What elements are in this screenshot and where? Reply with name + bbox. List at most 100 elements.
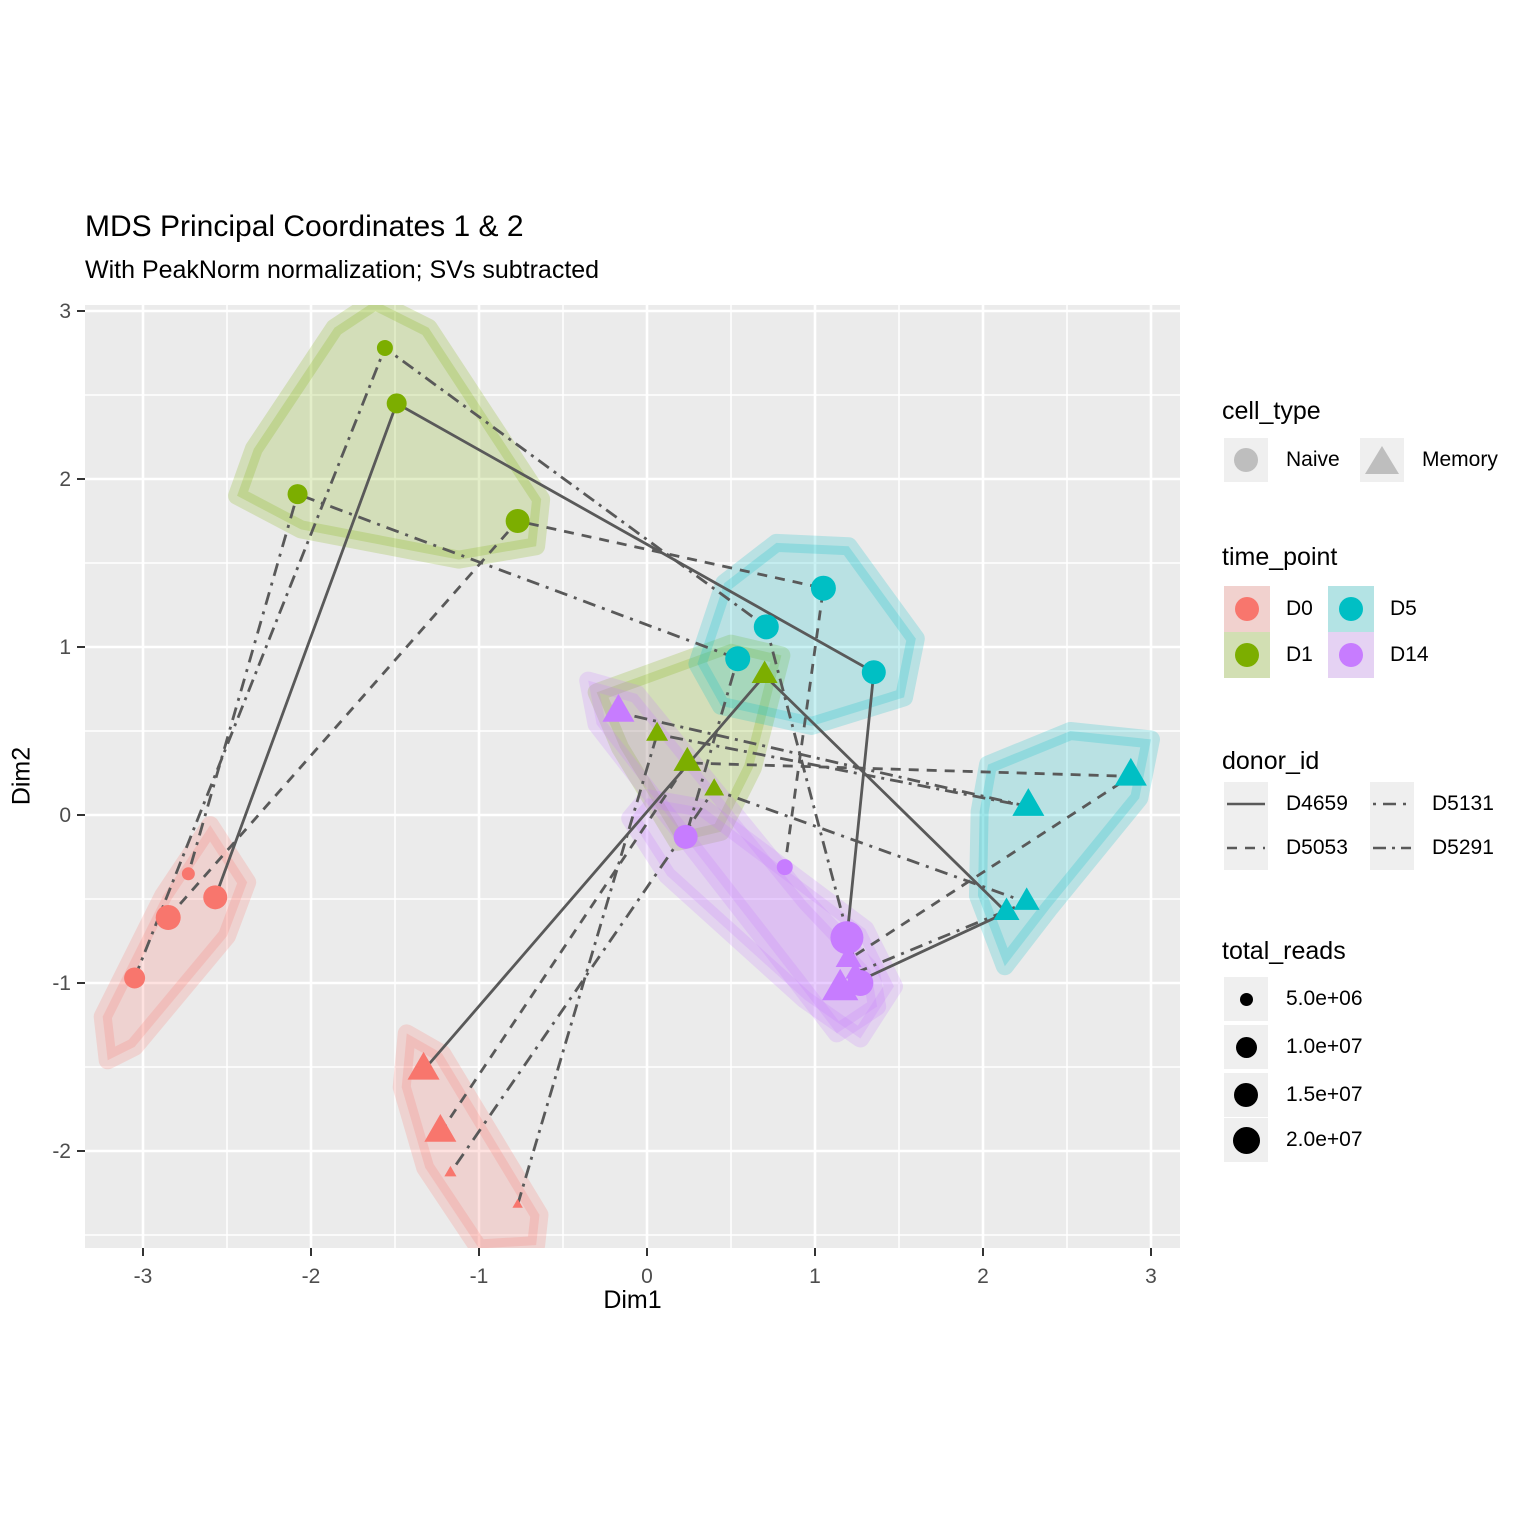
y-tick-label: -1 [52,972,71,995]
legend-key-d5131 [1370,782,1414,826]
point-d5291-d0-naive [124,967,146,989]
legend-label-reads-1: 5.0e+06 [1286,987,1363,1010]
legend-label-reads-2: 1.0e+07 [1286,1035,1363,1058]
legend-title-cell-type: cell_type [1222,397,1321,425]
point-d5291-d14-memory [602,694,635,722]
y-tick-label: 3 [59,300,71,323]
legend-title-donor-id: donor_id [1222,747,1320,775]
legend-title-total-reads: total_reads [1222,937,1346,965]
point-d5053-d1-memory [673,746,702,771]
x-tick-label: 2 [977,1265,989,1288]
legend-key-reads-1 [1224,977,1268,1021]
legend-key-d4659 [1224,782,1268,826]
hull-d0-memory [392,1024,549,1248]
legend-label-d5053: D5053 [1286,836,1348,859]
legend-label-memory: Memory [1422,448,1498,471]
point-d5053-d14-naive [776,859,793,876]
path-d4659-naive [213,401,876,938]
point-d4659-d5-memory [993,897,1020,920]
dashed-line-icon [1227,846,1265,850]
point-d5291-d5-memory [1012,788,1045,816]
y-tick-label: 2 [59,468,71,491]
hull-d14-naive [621,789,903,1048]
legend-label-naive: Naive [1286,448,1340,471]
y-tick-label: -2 [52,1140,71,1163]
path-d5053-naive [167,519,825,919]
point-d5131-d5-naive [725,646,751,672]
point-d5291-d0-memory [512,1198,523,1208]
path-d4659-memory [422,673,1009,1072]
legend-label-reads-3: 1.5e+07 [1286,1083,1363,1106]
hull-d1-memory [587,634,791,851]
legend-label-d14: D14 [1390,643,1429,666]
hull-d1-naive [228,305,551,569]
legend-label-d1: D1 [1286,643,1313,666]
legend-label-d5291: D5291 [1432,836,1494,859]
point-d5291-d5-naive [753,614,779,640]
point-d5053-d1-naive [505,509,530,533]
legend-key-d0 [1224,586,1270,632]
point-d4659-d14-naive [830,921,864,955]
point-d4659-d5-naive [861,660,886,685]
point-d4659-d0-memory [407,1051,440,1080]
legend-title-time-point: time_point [1222,543,1338,571]
legend-label-reads-4: 2.0e+07 [1286,1128,1363,1151]
solid-line-icon [1227,802,1265,806]
point-d5131-d5-memory [1013,887,1040,910]
path-d5291-naive [133,345,862,984]
twodash-line-icon [1373,846,1411,850]
point-d5053-d5-naive [810,575,836,601]
path-d5053-memory [439,761,1136,1134]
point-d4659-d0-naive [203,885,228,910]
x-axis-title: Dim1 [603,1286,662,1314]
point-d5053-d5-memory [1114,757,1147,786]
naive-circle-icon [1234,448,1258,472]
point-d5131-d0-naive [181,867,195,881]
x-tick-label: -3 [134,1265,153,1288]
legend-key-d5053 [1224,826,1268,870]
plot-title: MDS Principal Coordinates 1 & 2 [85,210,524,243]
path-d5131-naive [187,492,740,875]
path-d5291-memory [516,711,1029,1206]
panel-background [85,305,1180,1248]
legend-label-d5131: D5131 [1432,792,1494,815]
plot-subtitle: With PeakNorm normalization; SVs subtrac… [85,256,600,284]
legend-key-d5291 [1370,826,1414,870]
point-d4659-d14-memory [822,968,859,1001]
legend-key-reads-4 [1224,1118,1268,1162]
point-d4659-d1-memory [751,660,778,684]
y-tick-label: 1 [59,636,71,659]
point-d5291-d1-memory [646,721,669,741]
x-tick-label: -1 [470,1265,489,1288]
x-tick-label: -2 [302,1265,321,1288]
x-tick-label: 1 [809,1265,821,1288]
legend-key-d1 [1224,632,1270,678]
point-d5291-d1-naive [376,339,393,356]
legend-key-reads-3 [1224,1073,1268,1117]
point-d5053-d0-naive [155,904,181,930]
x-tick-label: 0 [641,1265,653,1288]
path-d5131-memory [449,788,1031,1174]
legend-key-memory [1360,438,1404,482]
y-axis-title: Dim2 [7,746,36,806]
memory-triangle-icon [1365,446,1399,474]
legend-key-reads-2 [1224,1025,1268,1069]
dotdash-line-icon [1373,802,1411,806]
hull-d0-naive [93,816,257,1070]
point-d5131-d14-memory [845,961,866,979]
y-tick-label: 0 [59,804,71,827]
legend-label-d0: D0 [1286,597,1313,620]
point-d5131-d1-memory [704,778,725,796]
point-d5053-d0-memory [424,1114,457,1142]
legend-key-d5 [1328,586,1374,632]
legend-key-d14 [1328,632,1374,678]
legend-label-d4659: D4659 [1286,792,1348,815]
point-d4659-d1-naive [386,393,407,414]
legend-label-d5: D5 [1390,597,1417,620]
point-d5131-d14-naive [673,824,698,849]
point-d5131-d1-naive [287,484,308,505]
legend-key-naive [1224,438,1268,482]
point-d5053-d14-memory [835,944,862,967]
